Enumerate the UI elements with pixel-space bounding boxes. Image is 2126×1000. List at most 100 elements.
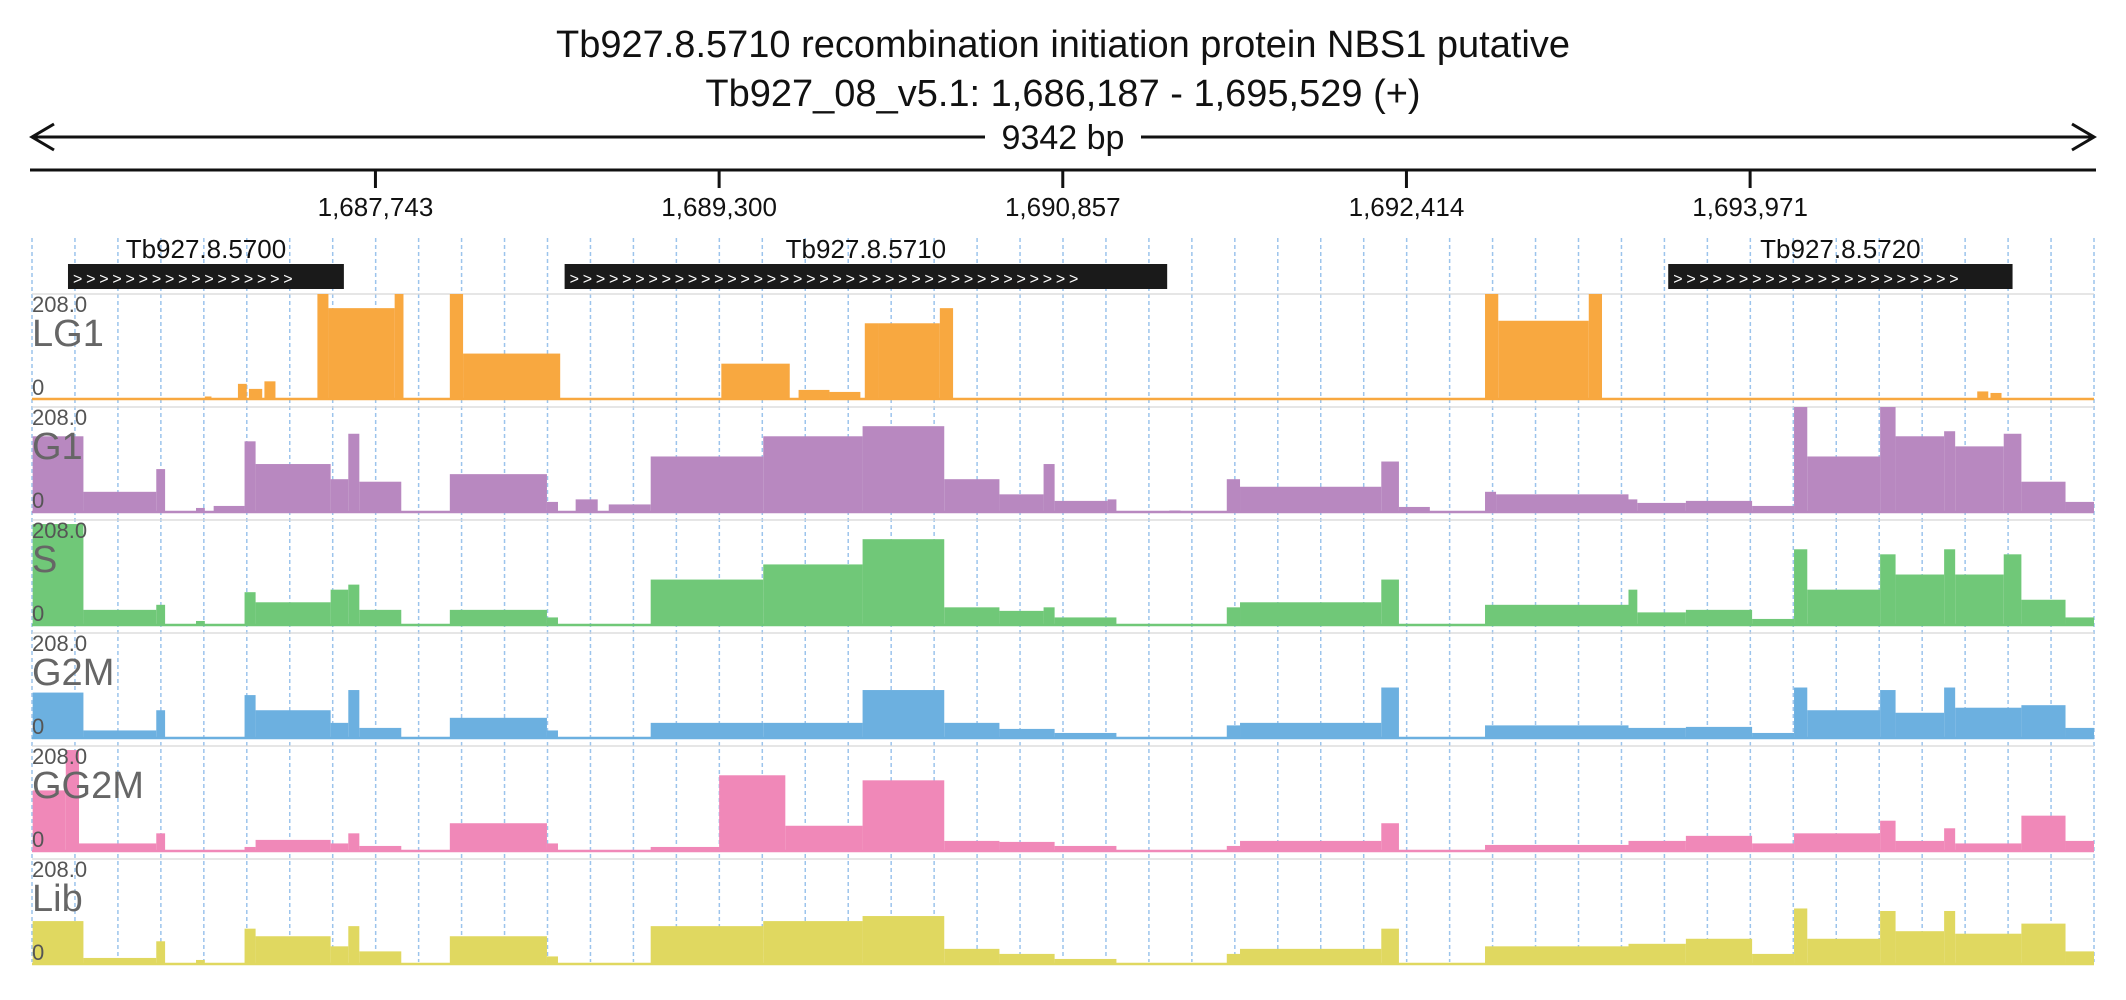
coverage-region	[394, 294, 404, 399]
coverage-region	[83, 730, 157, 738]
coverage-region	[1685, 835, 1753, 851]
coverage-region	[650, 722, 764, 738]
coverage-region	[1381, 823, 1399, 851]
coverage-region	[1752, 618, 1795, 625]
y-min-label: 0	[32, 940, 44, 965]
coverage-region	[719, 775, 786, 851]
coverage-region	[1381, 461, 1399, 512]
coverage-region	[348, 833, 360, 851]
coverage-region	[862, 690, 945, 738]
coverage-region	[1955, 707, 2022, 738]
coverage-region	[1685, 609, 1753, 625]
gene-feature: >>>>>>>>>>>>>>>>>>>>>> Tb927.8.5720	[1668, 234, 2013, 289]
coverage-region	[1685, 726, 1753, 738]
gene-strand-chevrons: >>>>>>>>>>>>>>>>>>>>>>>>>>>>>>>>>>>>>>>	[570, 271, 1083, 288]
track-s: 208.0 0 S	[32, 518, 2094, 627]
coverage-region	[862, 426, 945, 512]
coverage-region	[1990, 392, 2002, 399]
coverage-region	[1381, 687, 1399, 738]
coverage-region	[785, 825, 863, 851]
coverage-region	[317, 294, 329, 399]
coverage-region	[1485, 604, 1629, 625]
coverage-region	[862, 780, 945, 851]
coverage-region	[1240, 486, 1382, 512]
coverage-region	[330, 589, 349, 625]
coverage-region	[449, 294, 464, 399]
coverage-region	[1895, 840, 1945, 851]
coverage-region	[32, 524, 84, 625]
coverage-region	[1054, 732, 1117, 738]
track-name-label: G1	[32, 426, 83, 468]
coverage-region	[2021, 705, 2066, 738]
coverage-region	[1628, 499, 1638, 512]
coverage-region	[798, 389, 830, 399]
coverage-region	[255, 602, 331, 625]
coverage-region	[1685, 938, 1753, 964]
coverage-region	[1752, 732, 1795, 738]
coverage-region	[546, 730, 558, 738]
coverage-region	[1944, 431, 1956, 512]
coverage-region	[255, 710, 331, 738]
coverage-region	[1895, 712, 1945, 738]
coverage-region	[348, 690, 360, 738]
gene-label: Tb927.8.5720	[1760, 234, 1920, 264]
coverage-region	[721, 363, 790, 399]
span-label: 9342 bp	[1002, 119, 1125, 157]
coverage-region	[944, 479, 1000, 512]
coverage-region	[2021, 923, 2066, 964]
gene-bar	[67, 264, 344, 289]
coverage-region	[1955, 574, 2004, 625]
coverage-region	[156, 469, 166, 512]
ruler-tick-label: 1,689,300	[661, 192, 777, 222]
coverage-region	[244, 441, 256, 512]
coverage-region	[1955, 933, 2022, 964]
coverage-region	[255, 464, 331, 512]
coverage-region	[83, 491, 157, 512]
title-line-2: Tb927_08_v5.1: 1,686,187 - 1,695,529 (+)	[705, 73, 1420, 115]
track-name-label: S	[32, 539, 57, 581]
coverage-region	[156, 941, 166, 964]
coverage-region	[330, 722, 349, 738]
coverage-region	[1794, 687, 1808, 738]
gene-bar	[1668, 264, 2013, 289]
coverage-region	[1226, 953, 1241, 964]
coverage-tracks: 208.00LG1208.00G1208.00S208.00G2M208.00G…	[32, 292, 2094, 966]
coverage-region	[1807, 938, 1881, 964]
coverage-region	[330, 843, 349, 851]
coverage-region	[763, 722, 863, 738]
coverage-region	[862, 916, 945, 964]
coverage-region	[650, 456, 764, 512]
coverage-region	[1628, 589, 1638, 625]
coverage-region	[1895, 574, 1945, 625]
coverage-region	[650, 846, 720, 851]
gene-bar	[564, 264, 1168, 289]
track-lib: 208.0 0 Lib	[32, 857, 2094, 966]
coverage-region	[1944, 549, 1956, 625]
coverage-region	[1955, 446, 2004, 512]
coverage-region	[864, 323, 879, 399]
coverage-region	[1381, 928, 1399, 964]
coverage-region	[1226, 479, 1241, 512]
coverage-region	[1895, 931, 1945, 964]
coverage-region	[1054, 958, 1117, 964]
coverage-region	[83, 609, 157, 625]
coverage-region	[264, 381, 276, 399]
coverage-region	[348, 584, 360, 625]
span-left-arrow	[29, 122, 55, 152]
ruler-tick-label: 1,692,414	[1349, 192, 1465, 222]
coverage-region	[32, 692, 84, 738]
coverage-region	[1880, 910, 1896, 964]
coverage-region	[32, 921, 84, 964]
coverage-region	[1485, 491, 1497, 512]
coverage-region	[829, 391, 861, 399]
coverage-region	[650, 579, 764, 625]
coverage-region	[1107, 499, 1117, 512]
coverage-region	[244, 695, 256, 738]
coverage-region	[213, 505, 245, 512]
gene-strand-chevrons: >>>>>>>>>>>>>>>>>	[73, 271, 296, 288]
y-min-label: 0	[32, 827, 44, 852]
coverage-region	[1752, 843, 1795, 851]
coverage-region	[1794, 833, 1881, 851]
y-min-label: 0	[32, 714, 44, 739]
coverage-region	[2065, 727, 2094, 738]
